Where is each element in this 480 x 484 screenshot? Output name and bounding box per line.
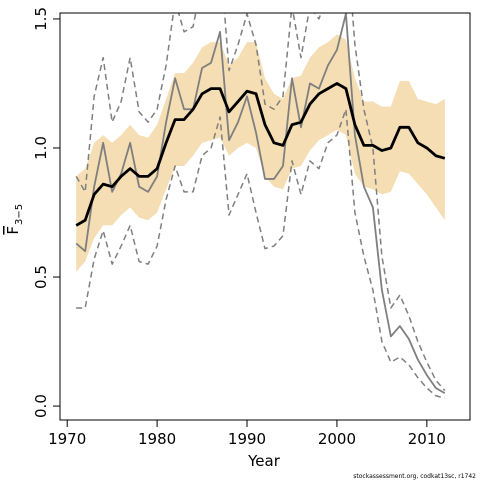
footnote: stockassessment.org, codkat13sc, r1742 [353, 473, 476, 480]
y-axis-label-sub: 3−5 [14, 204, 25, 225]
series-line [75, 82, 446, 227]
x-tick-label: 1980 [138, 430, 176, 448]
y-tick-label: 0.5 [32, 265, 50, 289]
x-tick-label: 2010 [408, 430, 446, 448]
series-line [75, 13, 446, 394]
plot-area [75, 13, 446, 400]
y-tick-label: 1.0 [32, 136, 50, 160]
x-axis-label: Year [247, 452, 281, 470]
y-axis-label-group: F 3−5 [4, 204, 25, 235]
plot-frame [59, 12, 471, 421]
series-line [76, 108, 446, 400]
x-tick-label: 1970 [48, 430, 86, 448]
x-tick-label: 1990 [228, 430, 266, 448]
y-tick-label: 0.0 [32, 394, 50, 418]
x-tick-label: 2000 [318, 430, 356, 448]
y-axis-label: F [4, 226, 22, 235]
y-tick-label: 1.5 [32, 7, 50, 31]
series-line [75, 13, 446, 392]
